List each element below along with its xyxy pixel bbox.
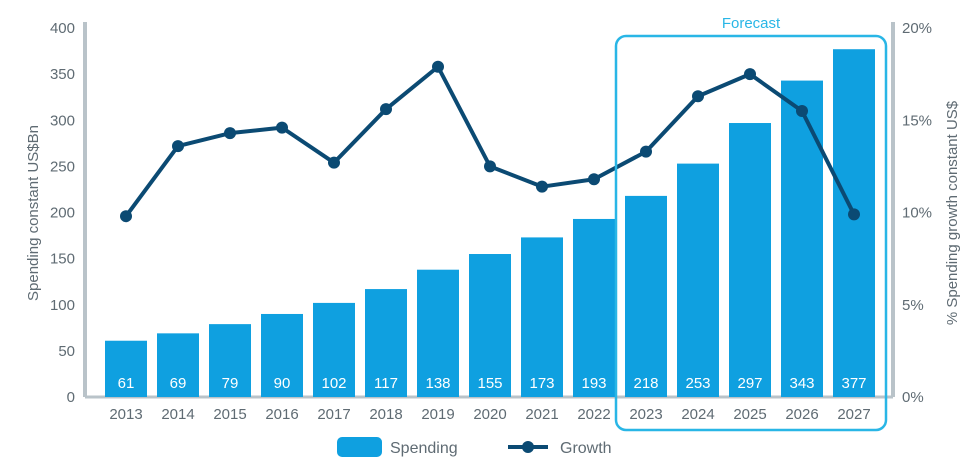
growth-marker [796, 105, 808, 118]
spending-bar [313, 302, 355, 397]
forecast-box [614, 34, 888, 432]
legend-spending-swatch [337, 437, 382, 457]
spending-bar [677, 163, 719, 397]
growth-marker [380, 103, 392, 116]
left-tick-label: 0 [67, 389, 75, 406]
left-tick-label: 400 [50, 20, 75, 37]
spending-bar [573, 218, 615, 397]
growth-line-series [120, 60, 860, 223]
x-tick-label: 2023 [629, 406, 662, 423]
bar-value-label: 138 [425, 375, 450, 392]
growth-marker [172, 140, 184, 153]
spending-bar [209, 324, 251, 397]
bar-value-label: 377 [841, 375, 866, 392]
left-tick-label: 200 [50, 205, 75, 222]
bar-value-label: 193 [581, 375, 606, 392]
spending-bar [521, 237, 563, 397]
legend-spending-label: Spending [390, 440, 458, 457]
legend-growth-label: Growth [560, 440, 612, 457]
spending-bar [625, 195, 667, 397]
left-tick-label: 150 [50, 251, 75, 268]
bar-value-label: 218 [633, 375, 658, 392]
bar-value-label: 69 [170, 375, 187, 392]
growth-marker [848, 208, 860, 221]
x-tick-label: 2014 [161, 406, 194, 423]
right-tick-label: 20% [902, 20, 932, 37]
growth-marker [328, 156, 340, 169]
right-axis-ticks: 0% 5% 10% 15% 20% [902, 20, 932, 406]
left-tick-label: 350 [50, 66, 75, 83]
growth-marker [432, 60, 444, 73]
growth-marker [692, 90, 704, 103]
left-tick-label: 300 [50, 112, 75, 129]
x-tick-label: 2024 [681, 406, 714, 423]
x-tick-label: 2027 [837, 406, 870, 423]
bars [105, 49, 875, 398]
left-tick-label: 250 [50, 158, 75, 175]
right-axis-title: % Spending growth constant US$ [944, 100, 961, 325]
growth-marker [536, 180, 548, 193]
bar-value-label: 155 [477, 375, 502, 392]
left-axis-title: Spending constant US$Bn [25, 125, 42, 301]
x-tick-label: 2020 [473, 406, 506, 423]
spending-bar [417, 269, 459, 397]
right-tick-label: 10% [902, 205, 932, 222]
x-tick-label: 2019 [421, 406, 454, 423]
forecast-label: Forecast [722, 15, 781, 32]
x-tick-label: 2026 [785, 406, 818, 423]
bar-labels: 61 69 79 90 102 117 138 155 173 193 218 253 297 343 37… [118, 375, 867, 392]
right-tick-label: 0% [902, 389, 924, 406]
spending-bar [105, 340, 147, 397]
x-tick-label: 2018 [369, 406, 402, 423]
x-tick-label: 2025 [733, 406, 766, 423]
growth-marker [640, 145, 652, 158]
x-tick-label: 2016 [265, 406, 298, 423]
bar-value-label: 102 [321, 375, 346, 392]
growth-marker [276, 121, 288, 134]
forecast-region: Forecast [614, 15, 888, 432]
bar-value-label: 253 [685, 375, 710, 392]
bar-value-label: 90 [274, 375, 291, 392]
x-tick-label: 2022 [577, 406, 610, 423]
x-tick-label: 2021 [525, 406, 558, 423]
spending-bar [469, 254, 511, 397]
spending-bar [365, 289, 407, 397]
spending-bar [261, 313, 303, 397]
growth-marker [120, 210, 132, 223]
bar-value-label: 61 [118, 375, 135, 392]
left-tick-label: 50 [58, 343, 75, 360]
x-tick-label: 2017 [317, 406, 350, 423]
growth-marker [588, 173, 600, 186]
bar-value-label: 117 [374, 375, 398, 392]
legend: Spending Growth [337, 437, 612, 457]
bar-value-label: 79 [222, 375, 239, 392]
left-axis-ticks: 0 50 100 150 200 250 300 350 400 [50, 20, 75, 406]
bar-value-label: 297 [737, 375, 762, 392]
x-tick-label: 2015 [213, 406, 246, 423]
growth-marker [224, 127, 236, 140]
spending-bar [781, 80, 823, 398]
right-tick-label: 5% [902, 297, 924, 314]
left-tick-label: 100 [50, 297, 75, 314]
x-tick-label: 2013 [109, 406, 142, 423]
spending-bar [157, 333, 199, 397]
growth-marker [744, 68, 756, 81]
bar-value-label: 173 [529, 375, 554, 392]
spending-bar [833, 49, 875, 397]
right-tick-label: 15% [902, 112, 932, 129]
bar-value-label: 343 [789, 375, 814, 392]
legend-growth-marker [522, 441, 534, 453]
x-axis-ticks: 2013 2014 2015 2016 2017 2018 2019 2020 2021 2022… [109, 406, 870, 423]
spending-bar [729, 123, 771, 397]
growth-marker [484, 160, 496, 173]
